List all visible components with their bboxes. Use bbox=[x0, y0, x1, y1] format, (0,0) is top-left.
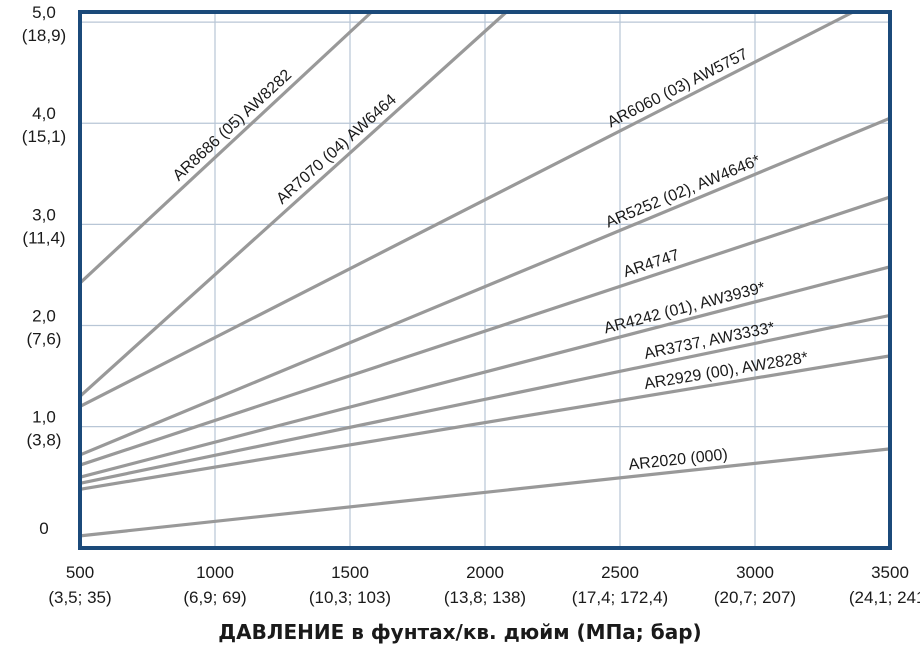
x-tick-label: 2000 bbox=[466, 563, 504, 582]
x-tick-sublabel: (10,3; 103) bbox=[309, 588, 391, 607]
y-tick-sublabel: (7,6) bbox=[27, 330, 62, 349]
x-tick-label: 1000 bbox=[196, 563, 234, 582]
y-tick-sublabel: (18,9) bbox=[22, 26, 66, 45]
x-tick-label: 1500 bbox=[331, 563, 369, 582]
y-tick-label: 3,0 bbox=[32, 205, 56, 224]
series-line-5 bbox=[79, 265, 891, 479]
x-tick-sublabel: (6,9; 69) bbox=[183, 588, 246, 607]
series-line-0 bbox=[78, 10, 373, 285]
y-axis-ticks: 0 1,0 (3,8) 2,0 (7,6) 3,0 (11,4) 4,0 (15,1) 5,0 (1… bbox=[22, 3, 66, 538]
x-tick-label: 2500 bbox=[601, 563, 639, 582]
series-line-3 bbox=[79, 116, 891, 457]
y-tick-sublabel: (3,8) bbox=[27, 431, 62, 450]
x-tick-sublabel: (24,1; 241) bbox=[849, 588, 920, 607]
series-line-8 bbox=[79, 447, 891, 538]
grid bbox=[80, 12, 890, 548]
x-tick-label: 3500 bbox=[871, 563, 909, 582]
series-line-4 bbox=[79, 195, 891, 467]
x-tick-sublabel: (3,5; 35) bbox=[48, 588, 111, 607]
y-tick-label: 1,0 bbox=[32, 408, 56, 427]
x-tick-sublabel: (13,8; 138) bbox=[444, 588, 526, 607]
y-tick-label: 0 bbox=[39, 519, 48, 538]
x-tick-label: 500 bbox=[66, 563, 94, 582]
series-group bbox=[78, 10, 891, 538]
y-tick-label: 5,0 bbox=[32, 3, 56, 22]
series-line-2 bbox=[79, 10, 854, 408]
y-tick-label: 2,0 bbox=[32, 307, 56, 326]
x-tick-label: 3000 bbox=[736, 563, 774, 582]
x-tick-sublabel: (20,7; 207) bbox=[714, 588, 796, 607]
series-line-1 bbox=[78, 10, 508, 398]
x-axis-title: ДАВЛЕНИЕ в фунтах/кв. дюйм (МПа; бар) bbox=[218, 620, 701, 644]
series-line-7 bbox=[79, 354, 891, 491]
series-line-6 bbox=[79, 313, 891, 485]
y-tick-label: 4,0 bbox=[32, 104, 56, 123]
plot-frame bbox=[78, 10, 892, 550]
y-tick-sublabel: (11,4) bbox=[22, 228, 65, 247]
y-tick-sublabel: (15,1) bbox=[22, 127, 66, 146]
x-tick-sublabel: (17,4; 172,4) bbox=[572, 588, 668, 607]
x-axis-ticks: 500 (3,5; 35) 1000 (6,9; 69) 1500 (10,3; 103)… bbox=[48, 563, 920, 607]
